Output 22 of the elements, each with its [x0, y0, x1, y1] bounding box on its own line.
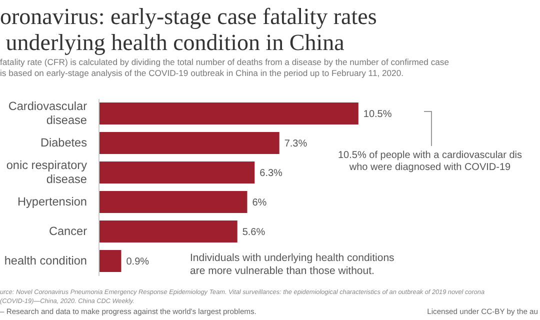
y-tick-label: Diabetes — [40, 135, 88, 150]
data-label: 7.3% — [284, 138, 308, 150]
y-tick-label: health condition — [4, 253, 87, 268]
y-tick-label: Cancer — [48, 224, 88, 238]
data-label: 6% — [252, 198, 267, 209]
annotation: Individuals with underlying health conditions are more vulnerable than those without. — [190, 252, 394, 278]
y-tick-label: Cardiovascular disease — [8, 98, 88, 127]
chart-subtitle: fatality rate (CFR) is calculated by dividing the total number of deaths from a disease by the number of confirmed case is based on early-stage analysis of the COVID-19 outbreak in China in the period up to February 11, 2020. — [0, 57, 450, 79]
data-label: 0.9% — [126, 256, 150, 268]
data-label: 10.5% — [363, 109, 392, 120]
bar — [99, 102, 358, 125]
bar — [99, 250, 122, 272]
y-tick-label: Hypertension — [17, 194, 87, 208]
bar — [99, 132, 280, 154]
chart-title: oronavirus: early-stage case fatality rates underlying health condition in China — [0, 4, 377, 56]
data-label: 6.3% — [260, 168, 283, 180]
bar — [99, 191, 248, 214]
annotation: 10.5% of people with a cardiovascular dis who were diagnosed with COVID-19 — [338, 150, 522, 174]
bar — [99, 220, 238, 243]
data-label: 5.6% — [242, 227, 266, 238]
y-tick-label: onic respiratory disease — [6, 158, 88, 186]
bar — [99, 162, 255, 184]
